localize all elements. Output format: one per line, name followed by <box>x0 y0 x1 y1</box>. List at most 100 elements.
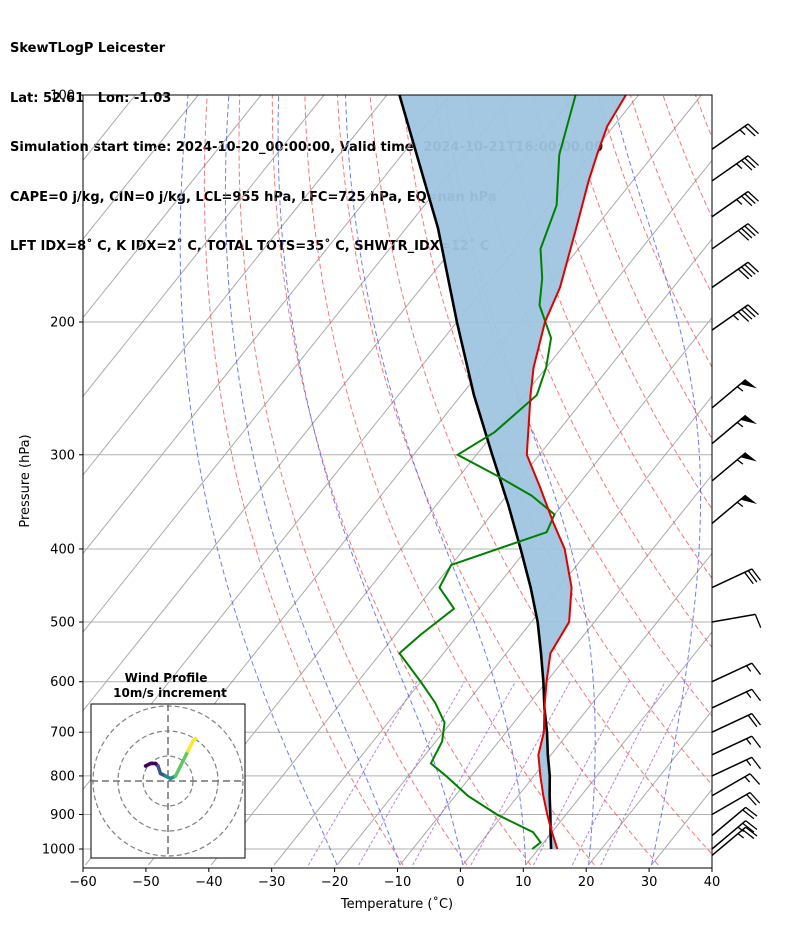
barb-full <box>742 809 755 820</box>
barb-full <box>747 304 759 316</box>
barb-half <box>736 386 744 392</box>
barb-full <box>747 570 758 583</box>
barb-full <box>745 820 758 831</box>
wind-barb <box>711 304 759 331</box>
dry-adiabat <box>238 95 468 866</box>
dry-adiabat <box>564 95 712 440</box>
isotherm <box>83 95 451 555</box>
isotherm <box>0 95 72 865</box>
barb-full <box>745 826 758 837</box>
wind-barb <box>711 223 759 250</box>
barb-staff <box>711 568 753 589</box>
barb-full <box>751 735 762 749</box>
x-tick-label: 0 <box>456 875 464 890</box>
barb-half <box>745 738 752 745</box>
location-line: Lat: 52.61 Lon: -1.03 <box>10 90 172 106</box>
barb-full <box>741 227 753 239</box>
barb-full <box>737 230 750 241</box>
barb-half <box>745 691 752 698</box>
isotherm <box>336 395 712 866</box>
mixing-ratio-line <box>600 681 693 866</box>
isotherm <box>147 159 712 866</box>
mixing-ratio-line <box>470 681 571 866</box>
wind-barb <box>711 261 759 289</box>
barb-full <box>744 193 756 204</box>
y-tick-label: 900 <box>50 808 75 823</box>
dewpoint-line <box>398 95 577 850</box>
isotherm <box>83 95 199 240</box>
barb-half <box>737 826 745 833</box>
hodograph-subtitle: 10m/s increment <box>113 686 227 700</box>
isotherm <box>399 474 712 866</box>
dry-adiabat <box>728 95 794 865</box>
parcel-line <box>398 95 553 850</box>
mixing-ratio-line <box>571 681 666 866</box>
hodograph-segment <box>178 749 190 768</box>
moist-adiabat <box>714 95 794 865</box>
barb-full <box>754 614 762 628</box>
barb-full <box>742 822 755 833</box>
cape-area <box>399 95 626 850</box>
y-tick-label: 200 <box>50 316 75 331</box>
barb-staff <box>711 820 747 850</box>
y-tick-label: 800 <box>50 769 75 784</box>
barb-staff <box>711 791 751 816</box>
barb-flag <box>740 452 758 462</box>
y-tick-label: 700 <box>50 726 75 741</box>
y-tick-label: 1000 <box>42 843 75 858</box>
barb-staff <box>711 613 756 623</box>
y-tick-label: 300 <box>50 448 75 463</box>
barb-staff <box>711 379 747 409</box>
barb-staff <box>711 452 747 482</box>
barb-staff <box>711 304 749 331</box>
barb-full <box>747 223 759 234</box>
isotherm <box>83 95 262 319</box>
barb-half <box>736 501 744 508</box>
dry-adiabat <box>369 95 712 855</box>
wind-barb <box>711 662 762 683</box>
moist-adiabat <box>344 95 527 865</box>
barb-half <box>739 129 746 136</box>
barb-full <box>751 688 762 702</box>
wind-barb <box>711 735 762 756</box>
barb-half <box>736 163 743 170</box>
wind-barbs <box>711 123 762 857</box>
barb-staff <box>711 735 753 756</box>
isotherm <box>83 95 325 398</box>
barb-full <box>737 311 750 322</box>
hodograph-title: Wind Profile <box>125 671 208 685</box>
barb-staff <box>711 223 749 250</box>
dry-adiabat <box>203 95 404 866</box>
barb-staff <box>711 261 749 289</box>
barb-full <box>742 829 755 840</box>
barb-flag <box>740 379 758 389</box>
barb-full <box>744 157 756 169</box>
barb-staff <box>711 826 747 857</box>
wind-barb <box>711 613 762 628</box>
barb-half <box>732 314 739 321</box>
moist-adiabat <box>610 95 702 866</box>
y-tick-label: 500 <box>50 616 75 631</box>
barb-full <box>744 125 756 137</box>
wind-barb <box>711 494 758 525</box>
dry-adiabat <box>467 95 712 649</box>
moist-adiabat <box>224 95 401 866</box>
barb-half <box>736 459 744 465</box>
barb-half <box>744 776 751 783</box>
barb-full <box>741 308 753 320</box>
barb-half <box>736 421 744 428</box>
barb-full <box>744 571 754 585</box>
barb-full <box>749 773 761 785</box>
barb-staff <box>711 494 747 525</box>
barb-full <box>737 268 750 280</box>
x-tick-label: −60 <box>69 875 96 890</box>
wind-barb <box>711 712 762 733</box>
barb-staff <box>711 662 753 683</box>
y-axis-label: Pressure (hPa) <box>18 434 33 527</box>
x-tick-label: 20 <box>578 875 595 890</box>
cape-shading <box>399 95 626 850</box>
chart-title: SkewTLogP Leicester <box>10 41 166 56</box>
barb-full <box>747 261 759 273</box>
barb-full <box>747 714 758 728</box>
